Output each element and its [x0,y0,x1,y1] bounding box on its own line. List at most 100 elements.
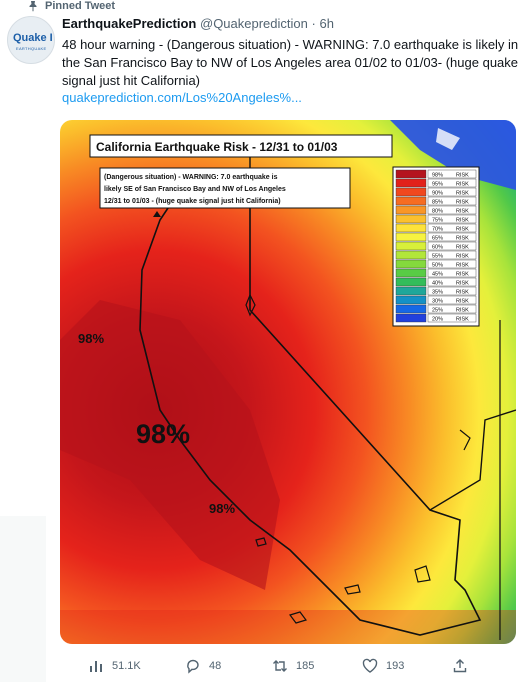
legend-risk-word: RISK [456,263,469,269]
tweet-timestamp[interactable]: 6h [319,16,334,31]
like-button[interactable]: 193 [362,654,404,678]
avatar[interactable]: Quake I EARTHQUAKE [7,16,55,64]
legend-swatch [395,187,427,197]
legend-label-box [427,259,477,269]
risk-label-south: 98% [209,501,235,516]
legend-label-box [427,187,477,197]
reply-count: 48 [209,660,222,672]
legend-risk-word: RISK [456,209,469,215]
legend-label-box [427,223,477,233]
legend-risk-word: RISK [456,272,469,278]
legend-label-box [427,295,477,305]
legend-risk-word: RISK [456,281,469,287]
legend-percent: 35% [432,290,443,296]
legend-label-box [427,313,477,323]
legend-swatch [395,313,427,323]
legend-swatch [395,259,427,269]
legend-risk-word: RISK [456,191,469,197]
legend-percent: 75% [432,218,443,224]
views-icon [90,661,102,672]
views-count: 51.1K [112,660,141,672]
legend-label-box [427,268,477,278]
legend-swatch [395,268,427,278]
legend-percent: 40% [432,281,443,287]
legend-swatch [395,232,427,242]
legend-label-box [427,205,477,215]
legend-percent: 95% [432,182,443,188]
legend-swatch [395,214,427,224]
tweet-text: 48 hour warning - (Dangerous situation) … [62,37,519,88]
legend-risk-word: RISK [456,227,469,233]
share-icon [453,659,467,673]
legend-swatch [395,295,427,305]
legend-risk-word: RISK [456,254,469,260]
avatar-logo-subtext: EARTHQUAKE [16,46,47,51]
legend-swatch [395,286,427,296]
share-button[interactable] [452,654,468,678]
legend-percent: 30% [432,299,443,305]
legend-swatch [395,277,427,287]
legend-percent: 60% [432,245,443,251]
legend-label-box [427,241,477,251]
legend-percent: 65% [432,236,443,242]
legend-risk-word: RISK [456,236,469,242]
risk-label-north: 98% [78,331,104,346]
legend-percent: 85% [432,200,443,206]
map-note-line-1: (Dangerous situation) - WARNING: 7.0 ear… [104,174,278,181]
legend-risk-word: RISK [456,317,469,323]
legend-label-box [427,169,477,179]
author-handle[interactable]: @Quakeprediction [200,16,308,31]
legend-label-box [427,214,477,224]
legend-label-box [427,232,477,242]
views-button[interactable]: 51.1K [88,654,141,678]
legend-risk-word: RISK [456,290,469,296]
like-count: 193 [386,660,405,672]
reply-button[interactable]: 48 [185,654,221,678]
pinned-label: Pinned Tweet [45,0,116,12]
legend-label-box [427,277,477,287]
legend-risk-word: RISK [456,200,469,206]
legend-swatch [395,169,427,179]
legend-percent: 98% [432,173,443,179]
legend-risk-word: RISK [456,218,469,224]
pin-icon [29,1,37,12]
legend-label-box [427,250,477,260]
legend-swatch [395,223,427,233]
tweet-header: EarthquakePrediction @Quakeprediction · … [62,16,334,31]
risk-label-center: 98% [136,419,190,449]
legend-percent: 45% [432,272,443,278]
risk-map: California Earthquake Risk - 12/31 to 01… [60,120,516,644]
map-note-line-3: 12/31 to 01/03 - (huge quake signal just… [104,198,281,205]
legend-label-box [427,304,477,314]
reply-icon [187,659,199,674]
tweet-link[interactable]: quakeprediction.com/Los%20Angeles%... [62,90,302,105]
map-title: California Earthquake Risk - 12/31 to 01… [96,140,338,154]
legend-percent: 50% [432,263,443,269]
retweet-icon [273,660,287,672]
legend-swatch [395,304,427,314]
avatar-logo-text: Quake I [13,32,53,44]
legend-swatch [395,241,427,251]
legend-label-box [427,196,477,206]
legend-swatch [395,196,427,206]
legend-risk-word: RISK [456,299,469,305]
legend-risk-word: RISK [456,173,469,179]
legend-percent: 25% [432,308,443,314]
tweet-media-image[interactable]: California Earthquake Risk - 12/31 to 01… [60,120,516,644]
retweet-count: 185 [296,660,315,672]
legend-percent: 80% [432,209,443,215]
legend-label-box [427,286,477,296]
author-name[interactable]: EarthquakePrediction [62,16,197,31]
tweet-actions: 51.1K 48 185 193 [0,654,528,678]
legend-percent: 55% [432,254,443,260]
risk-legend: 98% RISK 95% RISK 90% RISK 85% RISK 80% RISK 75% RI… [392,166,480,327]
map-note-line-2: likely SE of San Francisco Bay and NW of… [104,186,286,193]
legend-swatch [395,178,427,188]
legend-percent: 70% [432,227,443,233]
left-gutter [0,516,46,682]
retweet-button[interactable]: 185 [272,654,314,678]
legend-percent: 20% [432,317,443,323]
legend-risk-word: RISK [456,308,469,314]
legend-swatch [395,205,427,215]
legend-label-box [427,178,477,188]
